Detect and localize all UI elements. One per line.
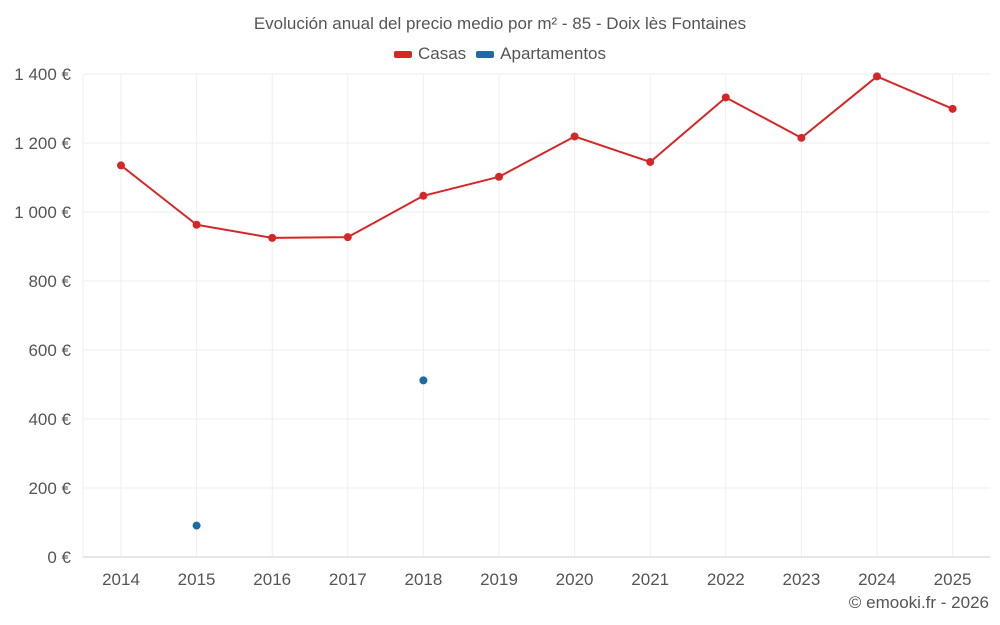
credit-text: © emooki.fr - 2026 — [848, 593, 989, 612]
data-point-casas — [570, 132, 579, 141]
x-tick-label: 2025 — [934, 570, 972, 589]
data-point-casas — [797, 133, 806, 142]
legend-label-apartamentos: Apartamentos — [500, 44, 607, 63]
x-tick-label: 2023 — [782, 570, 820, 589]
x-tick-label: 2022 — [707, 570, 745, 589]
data-point-casas — [948, 104, 957, 113]
axis-layer: 0 € 200 € 400 € 600 € 800 € 1 000 € 1 200 € 1 4… — [14, 65, 971, 589]
data-point-casas — [873, 72, 881, 81]
x-tick-label: 2018 — [404, 570, 442, 589]
data-point-casas — [192, 220, 201, 229]
x-tick-label: 2014 — [102, 570, 140, 589]
y-tick-label: 400 € — [28, 410, 71, 429]
legend-item-apartamentos[interactable]: Apartamentos — [476, 44, 606, 64]
y-tick-label: 200 € — [28, 479, 71, 498]
data-point-casas — [646, 157, 655, 166]
x-tick-label: 2024 — [858, 570, 896, 589]
data-point-casas — [495, 172, 503, 181]
y-tick-label: 1 400 € — [14, 65, 71, 84]
legend-swatch-apartamentos — [476, 50, 495, 58]
data-point-apartamentos — [419, 376, 428, 385]
data-point-casas — [117, 161, 125, 170]
x-tick-label: 2021 — [631, 570, 669, 589]
chart-title: Evolución anual del precio medio por m² … — [253, 14, 747, 33]
x-tick-label: 2016 — [253, 570, 291, 589]
data-point-casas — [721, 93, 730, 102]
y-tick-label: 800 € — [28, 272, 71, 291]
y-tick-label: 600 € — [28, 341, 71, 360]
series-layer — [117, 72, 957, 530]
y-tick-label: 1 000 € — [14, 203, 71, 222]
legend-label-casas: Casas — [417, 44, 467, 63]
data-point-casas — [343, 233, 352, 242]
legend-swatch-casas — [393, 50, 412, 58]
series-line-casas — [120, 75, 953, 239]
legend-item-casas[interactable]: Casas — [393, 44, 467, 64]
x-tick-label: 2019 — [480, 570, 518, 589]
x-tick-label: 2015 — [178, 570, 216, 589]
y-tick-label: 0 € — [47, 548, 71, 567]
legend: Casas Apartamentos — [0, 44, 1000, 64]
data-point-apartamentos — [192, 521, 201, 530]
data-point-casas — [419, 191, 428, 200]
x-tick-label: 2020 — [556, 570, 594, 589]
x-tick-label: 2017 — [329, 570, 367, 589]
data-point-casas — [268, 233, 277, 242]
y-tick-label: 1 200 € — [14, 134, 71, 153]
grid-layer — [82, 73, 990, 558]
